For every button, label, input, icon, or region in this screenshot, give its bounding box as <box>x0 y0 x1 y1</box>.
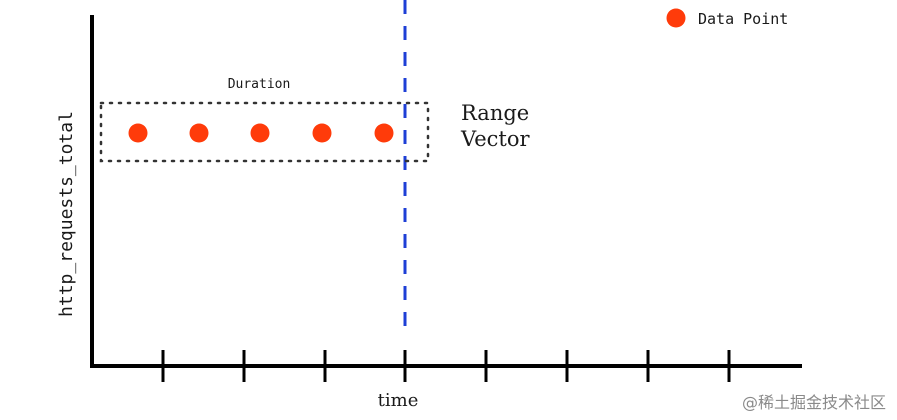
duration-label: Duration <box>228 77 291 92</box>
data-point <box>312 123 332 143</box>
data-point <box>128 123 148 143</box>
x-ticks <box>161 350 731 382</box>
legend: Data Point <box>666 8 788 28</box>
watermark: @稀土掘金技术社区 <box>742 393 886 412</box>
y-axis-label: http_requests_total <box>56 111 77 317</box>
legend-label: Data Point <box>698 10 788 28</box>
data-points <box>128 123 394 143</box>
data-point <box>250 123 270 143</box>
data-point <box>374 123 394 143</box>
range-vector-box <box>99 101 430 163</box>
data-point <box>189 123 209 143</box>
legend-marker <box>666 8 686 28</box>
range-vector-label-line2: Vector <box>460 127 531 151</box>
range-vector-label-line1: Range <box>461 101 529 125</box>
x-axis-label: time <box>378 390 419 411</box>
